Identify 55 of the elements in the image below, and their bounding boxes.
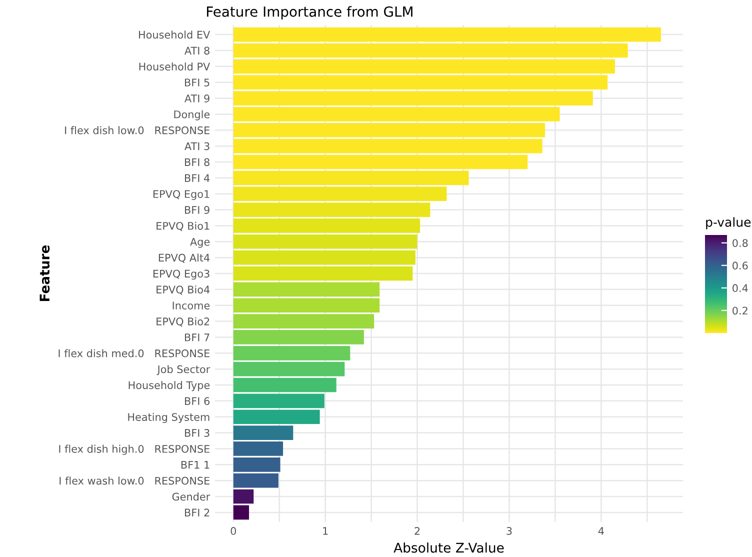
color-bar-label: 0.4 <box>732 284 748 292</box>
y-tick-label: Job Sector <box>156 365 210 376</box>
x-tick-label: 0 <box>230 527 236 535</box>
color-bar-title: p-value <box>706 217 751 230</box>
y-tick-label: EPVQ Bio1 <box>156 222 210 232</box>
y-tick-label: Household Type <box>128 381 210 392</box>
bar <box>233 426 294 440</box>
x-tick-label: 4 <box>598 527 604 535</box>
y-tick-label: Household EV <box>139 30 210 39</box>
y-tick-label: Household PV <box>139 62 210 71</box>
y-tick-label: EPVQ Bio2 <box>156 317 210 327</box>
y-tick-label: Gender <box>172 492 210 501</box>
y-tick-label: BF1 1 <box>181 461 210 469</box>
y-tick-label: BFI 9 <box>185 206 210 214</box>
y-tick-label: BFI 5 <box>185 78 210 86</box>
y-tick-label: Age <box>190 238 210 248</box>
y-tick-label: Dongle <box>174 110 210 120</box>
y-tick-label: Heating System <box>128 412 210 423</box>
bar <box>233 346 350 360</box>
bar <box>233 378 336 392</box>
y-tick-label: BFI 4 <box>185 174 210 182</box>
y-axis-title: Feature <box>40 245 50 302</box>
y-tick-label: BFI 8 <box>185 158 210 166</box>
bar <box>233 505 250 520</box>
y-tick-label: EPVQ Ego3 <box>153 270 210 280</box>
bar <box>233 27 661 42</box>
y-tick-label: BFI 3 <box>185 429 210 437</box>
color-bar-label: 0.6 <box>732 262 748 270</box>
y-tick-label: I flex dish med.0 RESPONSE <box>58 349 210 358</box>
color-bar-label: 0.2 <box>732 306 748 315</box>
bar <box>233 330 364 344</box>
bar <box>233 362 345 376</box>
y-tick-label: EPVQ Alt4 <box>158 254 210 263</box>
bar <box>233 314 374 328</box>
y-tick-label: EPVQ Bio4 <box>156 285 210 295</box>
y-tick-label: ATI 9 <box>184 94 210 102</box>
bar <box>233 489 254 504</box>
x-axis-title: Absolute Z-Value <box>394 542 504 553</box>
y-tick-label: Income <box>172 302 210 310</box>
x-tick-label: 3 <box>506 527 512 535</box>
bar <box>233 154 528 170</box>
y-tick-label: BFI 2 <box>185 508 210 516</box>
bar <box>233 266 413 281</box>
y-tick-label: EPVQ Ego1 <box>153 190 210 200</box>
y-tick-label: I flex dish low.0 RESPONSE <box>65 126 210 134</box>
color-bar-label: 0.8 <box>732 239 748 247</box>
x-tick-label: 2 <box>414 527 420 535</box>
y-tick-label: BFI 6 <box>185 397 210 406</box>
x-tick-label: 1 <box>323 527 328 535</box>
y-tick-label: I flex wash low.0 RESPONSE <box>60 476 210 485</box>
y-tick-label: BFI 7 <box>185 334 210 342</box>
chart-title: Feature Importance from GLM <box>207 6 412 20</box>
y-tick-label: I flex dish high.0 RESPONSE <box>59 444 210 455</box>
y-tick-label: ATI 3 <box>184 142 210 150</box>
y-tick-label: ATI 8 <box>184 46 210 55</box>
